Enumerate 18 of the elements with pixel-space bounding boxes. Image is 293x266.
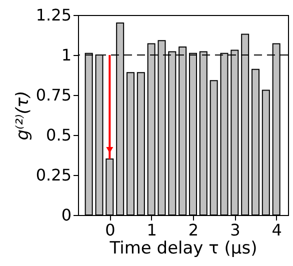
bar xyxy=(210,80,218,216)
y-tick-label: 1.25 xyxy=(36,6,72,24)
x-tick-label: 0 xyxy=(105,220,116,240)
y-tick-label: 1 xyxy=(61,46,72,64)
y-axis-title: g⁽²⁾(τ) xyxy=(12,90,33,140)
bar xyxy=(252,68,260,216)
x-tick-label: 2 xyxy=(188,220,199,240)
x-tick-label: 1 xyxy=(146,220,157,240)
bar xyxy=(126,72,134,216)
y-tick-label: 0.75 xyxy=(36,86,72,104)
x-axis-title: Time delay τ (μs) xyxy=(108,238,258,258)
y-tick-label: 0 xyxy=(61,206,72,224)
y-tick-label: 0.5 xyxy=(46,126,72,144)
bar xyxy=(136,72,145,216)
x-tick-label: 3 xyxy=(230,220,240,240)
y-tick-label: 0.25 xyxy=(36,166,72,184)
bar xyxy=(262,90,270,216)
x-tick-label: 4 xyxy=(272,220,282,240)
